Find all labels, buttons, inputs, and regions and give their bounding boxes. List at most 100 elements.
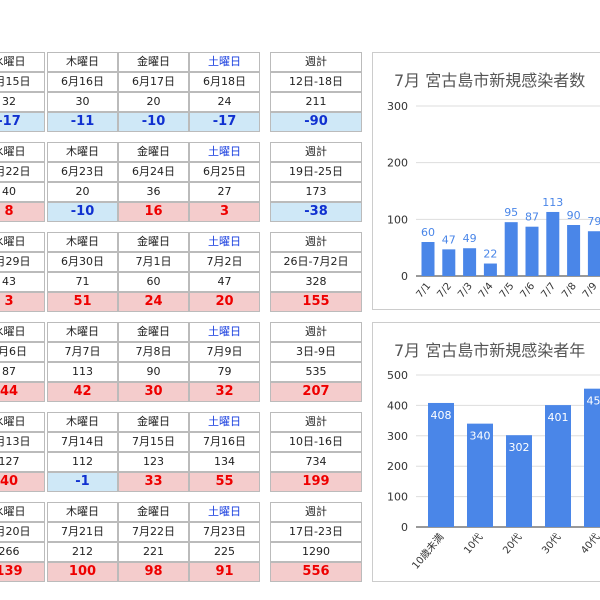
header-cell: 週計: [270, 142, 362, 162]
header-cell: 水曜日: [0, 322, 45, 342]
diff-cell: 20: [189, 292, 260, 312]
bar: [442, 249, 456, 276]
x-tick-label: 7/4: [477, 281, 496, 300]
header-cell: 金曜日: [118, 232, 189, 252]
value-label: 60: [421, 226, 435, 239]
count-cell: 734: [270, 452, 362, 472]
count-cell: 328: [270, 272, 362, 292]
header-cell: 木曜日: [47, 502, 118, 522]
date-cell: 7月23日: [189, 522, 260, 542]
diff-cell: 556: [270, 562, 362, 582]
diff-cell: 91: [189, 562, 260, 582]
value-label: 90: [567, 209, 581, 222]
header-cell: 土曜日: [189, 142, 260, 162]
diff-cell: -17: [0, 112, 45, 132]
diff-cell: 55: [189, 472, 260, 492]
date-cell: 6月15日: [0, 72, 45, 92]
bar: [467, 423, 493, 527]
date-cell: 6月22日: [0, 162, 45, 182]
value-label: 22: [483, 248, 497, 261]
diff-cell: -38: [270, 202, 362, 222]
diff-cell: 207: [270, 382, 362, 402]
bar: [545, 405, 571, 527]
date-cell: 7月6日: [0, 342, 45, 362]
date-cell: 6月25日: [189, 162, 260, 182]
date-cell: 7月20日: [0, 522, 45, 542]
date-cell: 7月22日: [118, 522, 189, 542]
diff-cell: -17: [189, 112, 260, 132]
date-cell: 7月16日: [189, 432, 260, 452]
date-cell: 7月21日: [47, 522, 118, 542]
count-cell: 71: [47, 272, 118, 292]
y-tick-label: 0: [401, 521, 408, 534]
date-cell: 7月8日: [118, 342, 189, 362]
bar: [504, 222, 518, 276]
value-label: 401: [548, 411, 569, 424]
chart-title: 7月 宮古島市新規感染者数: [394, 71, 585, 90]
x-tick-label: 30代: [539, 531, 563, 556]
header-cell: 週計: [270, 412, 362, 432]
y-tick-label: 300: [387, 100, 408, 113]
value-label: 79: [587, 215, 600, 228]
date-cell: 6月16日: [47, 72, 118, 92]
diff-cell: -11: [47, 112, 118, 132]
count-cell: 79: [189, 362, 260, 382]
count-cell: 112: [47, 452, 118, 472]
header-cell: 水曜日: [0, 142, 45, 162]
diff-cell: -90: [270, 112, 362, 132]
diff-cell: 3: [0, 292, 45, 312]
date-cell: 6月18日: [189, 72, 260, 92]
count-cell: 266: [0, 542, 45, 562]
date-cell: 6月23日: [47, 162, 118, 182]
diff-cell: 40: [0, 472, 45, 492]
x-tick-label: 7/5: [498, 281, 517, 300]
bar: [584, 388, 600, 527]
date-cell: 12日-18日: [270, 72, 362, 92]
diff-cell: 16: [118, 202, 189, 222]
count-cell: 225: [189, 542, 260, 562]
y-tick-label: 200: [387, 157, 408, 170]
header-cell: 土曜日: [189, 502, 260, 522]
count-cell: 36: [118, 182, 189, 202]
date-cell: 7月15日: [118, 432, 189, 452]
y-tick-label: 400: [387, 399, 408, 412]
count-cell: 32: [0, 92, 45, 112]
value-label: 455: [587, 395, 600, 408]
count-cell: 535: [270, 362, 362, 382]
x-tick-label: 7/1: [415, 281, 434, 300]
diff-cell: -10: [47, 202, 118, 222]
value-label: 87: [525, 211, 539, 224]
bar: [525, 226, 539, 276]
diff-cell: 100: [47, 562, 118, 582]
count-cell: 20: [47, 182, 118, 202]
diff-cell: 8: [0, 202, 45, 222]
date-cell: 7月7日: [47, 342, 118, 362]
header-cell: 木曜日: [47, 142, 118, 162]
x-tick-label: 7/2: [435, 281, 454, 300]
chart-frame: [372, 322, 600, 582]
diff-cell: 32: [189, 382, 260, 402]
count-cell: 90: [118, 362, 189, 382]
diff-cell: -10: [118, 112, 189, 132]
header-cell: 土曜日: [189, 412, 260, 432]
diff-cell: 3: [189, 202, 260, 222]
header-cell: 木曜日: [47, 322, 118, 342]
count-cell: 27: [189, 182, 260, 202]
value-label: 95: [504, 206, 518, 219]
x-tick-label: 10代: [461, 531, 485, 556]
diff-cell: 42: [47, 382, 118, 402]
diff-cell: 199: [270, 472, 362, 492]
header-cell: 金曜日: [118, 412, 189, 432]
value-label: 340: [470, 430, 491, 443]
count-cell: 24: [189, 92, 260, 112]
x-tick-label: 10歳未満: [410, 531, 447, 571]
x-tick-label: 7/6: [519, 281, 538, 300]
date-cell: 17日-23日: [270, 522, 362, 542]
diff-cell: -1: [47, 472, 118, 492]
count-cell: 123: [118, 452, 189, 472]
diff-cell: 44: [0, 382, 45, 402]
bar: [546, 211, 560, 276]
chart-title: 7月 宮古島市新規感染者年: [394, 341, 585, 360]
header-cell: 水曜日: [0, 502, 45, 522]
count-cell: 40: [0, 182, 45, 202]
